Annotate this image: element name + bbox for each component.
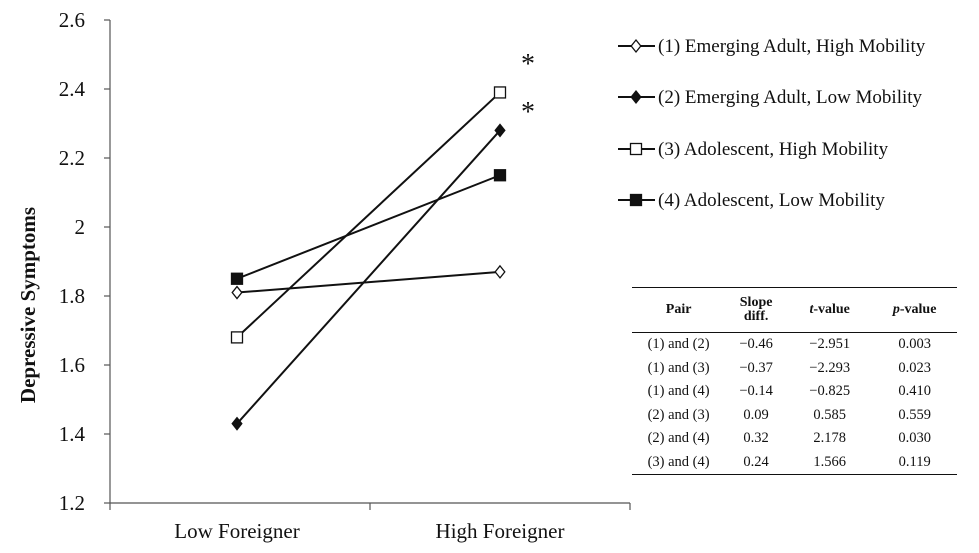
cell-p-value: 0.119 [872,450,957,475]
cell-pair: (2) and (4) [647,430,710,447]
cell-t-value: 0.585 [813,406,846,423]
header-t-rest: -value [813,302,850,317]
series-markers [230,86,507,431]
data-point-marker [493,169,507,182]
table-row: (1) and (4) −0.14 −0.825 0.410 [632,380,957,404]
header-p-rest: -value [899,302,937,317]
cell-t-value: −2.951 [809,336,851,353]
table-header-row: Pair Slope diff. t-value p-value [632,287,957,333]
header-t-italic: t [809,302,814,317]
slope-difference-table: Pair Slope diff. t-value p-value (1) and… [632,287,957,475]
cell-p-value: 0.030 [898,430,931,447]
header-t-value: t-value [787,287,873,333]
chart-axes [109,20,631,510]
legend-item: (4) Adolescent, Low Mobility [618,190,885,211]
y-tick-label: 2.2 [59,146,85,170]
cell-pair: (2) and (3) [647,406,710,423]
table-row: (1) and (2) −0.46 −2.951 0.003 [632,333,957,357]
y-tick-label: 1.2 [59,491,85,515]
cell-slope-diff: −0.37 [739,359,773,376]
y-tick-label: 1.6 [59,353,85,377]
y-tick-label: 2.4 [59,77,86,101]
x-category-label: Low Foreigner [174,519,299,543]
legend-item: (2) Emerging Adult, Low Mobility [618,87,923,108]
table-row: (3) and (4) 0.24 1.566 0.119 [632,450,957,475]
legend-label: (4) Adolescent, Low Mobility [658,190,885,211]
y-tick-label: 1.4 [59,422,86,446]
y-tick-label: 2 [75,215,86,239]
legend-item: (3) Adolescent, High Mobility [618,139,889,160]
legend-marker [629,193,643,207]
cell-p-value: 0.023 [898,359,931,376]
series-line [236,174,501,280]
cell-slope-diff: −0.46 [739,336,773,353]
significance-annotations: ** [521,49,535,128]
header-p-value: p-value [872,287,957,333]
cell-pair: (3) and (4) [632,450,726,475]
data-point-marker [231,416,243,431]
header-slope-line1: Slope [739,295,773,310]
legend-label: (2) Emerging Adult, Low Mobility [658,87,923,108]
series-line [236,129,501,425]
data-point-marker [493,86,507,99]
cell-t-value: −0.825 [809,383,851,400]
cell-pair: (1) and (3) [647,359,710,376]
y-tick-label: 1.8 [59,284,85,308]
data-point-marker [231,285,243,300]
data-point-marker [230,272,244,285]
cell-p-value: 0.559 [898,406,931,423]
table-body: (1) and (2) −0.46 −2.951 0.003 (1) and (3) −0… [632,333,957,475]
data-point-marker [494,123,506,138]
cell-t-value: 1.566 [787,450,873,475]
cell-p-value: 0.410 [898,383,931,400]
legend-label: (3) Adolescent, High Mobility [658,139,889,160]
series-line [236,91,501,339]
table-row: (2) and (3) 0.09 0.585 0.559 [632,404,957,428]
y-axis-title: Depressive Symptoms [16,207,40,403]
table-row: (2) and (4) 0.32 2.178 0.030 [632,427,957,451]
data-point-marker [494,264,506,279]
cell-slope-diff: −0.14 [739,383,773,400]
y-tick-label: 2.6 [59,8,85,32]
header-pair: Pair [632,287,726,333]
table-row: (1) and (3) −0.37 −2.293 0.023 [632,357,957,381]
data-point-marker [230,331,244,344]
cell-p-value: 0.003 [898,336,931,353]
significance-star: * [521,97,535,128]
cell-slope-diff: 0.09 [743,406,769,423]
legend-marker [630,89,642,105]
legend-marker [629,142,643,156]
legend-marker [630,38,642,54]
cell-t-value: 2.178 [813,430,846,447]
series-lines [236,91,501,425]
cell-slope-diff: 0.32 [743,430,769,447]
cell-pair: (1) and (2) [647,336,710,353]
legend-item: (1) Emerging Adult, High Mobility [618,36,926,57]
series-line [236,270,501,294]
legend-label: (1) Emerging Adult, High Mobility [658,36,926,57]
header-p-italic: p [892,302,900,317]
header-slope-line2: diff. [743,309,769,324]
y-axis-ticks: 1.2 1.4 1.6 1.8 2 2.2 2.4 2.6 [59,8,110,515]
cell-slope-diff: 0.24 [725,450,788,475]
significance-star: * [521,49,535,80]
cell-t-value: −2.293 [809,359,851,376]
x-axis-categories: Low Foreigner High Foreigner [174,519,564,543]
cell-pair: (1) and (4) [647,383,710,400]
legend: (1) Emerging Adult, High Mobility (2) Eme… [618,36,926,211]
header-slope-diff: Slope diff. [725,287,788,333]
x-category-label: High Foreigner [436,519,565,543]
